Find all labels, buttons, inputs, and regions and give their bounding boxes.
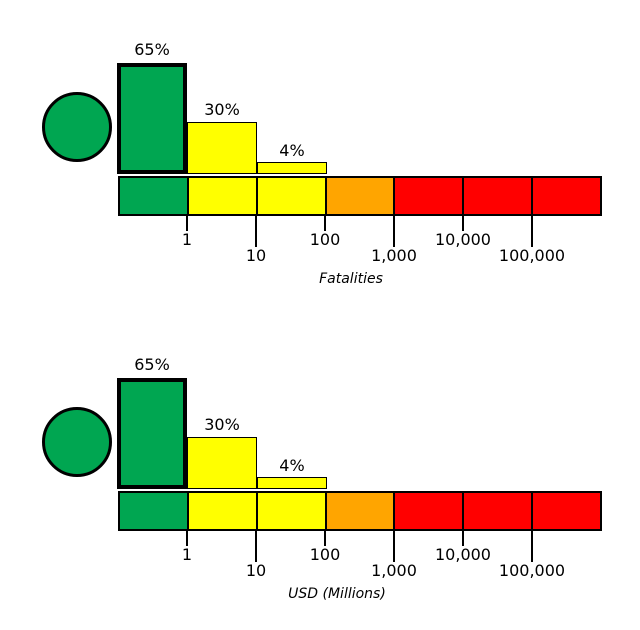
severity-color-scale: [118, 491, 603, 531]
probability-bar-30: [187, 437, 257, 489]
bar-value-label: 4%: [279, 456, 305, 475]
tick-label: 100: [309, 545, 341, 564]
scale-segment: [464, 176, 534, 216]
panel-usd-millions: 65% 30% 4% 1 10 100 1,000 10,000 100,000…: [0, 315, 640, 630]
scale-segment: [533, 491, 603, 531]
severity-color-scale: [118, 176, 603, 216]
tick-mark: [324, 216, 326, 231]
scale-segment: [188, 176, 258, 216]
bar-value-label: 4%: [279, 141, 305, 160]
tick-label: 1: [181, 230, 193, 249]
tick-label: 1: [181, 545, 193, 564]
bar-value-label: 65%: [134, 355, 170, 374]
tick-label: 100: [309, 230, 341, 249]
tick-label: 10,000: [435, 545, 491, 564]
axis-title: Fatalities: [319, 271, 383, 287]
probability-bar-65: [117, 63, 187, 174]
tick-mark: [462, 216, 464, 231]
tick-label: 100,000: [498, 561, 566, 580]
tick-mark: [393, 216, 395, 247]
probability-bar-4: [257, 477, 327, 489]
risk-indicator-circle: [42, 407, 112, 477]
probability-bar-65: [117, 378, 187, 489]
scale-segment: [188, 491, 258, 531]
probability-bar-4: [257, 162, 327, 174]
scale-segment: [533, 176, 603, 216]
bar-value-label: 65%: [134, 40, 170, 59]
tick-mark: [255, 216, 257, 247]
scale-segment: [395, 491, 465, 531]
tick-mark: [324, 531, 326, 546]
bar-value-label: 30%: [204, 100, 240, 119]
panel-fatalities: 65% 30% 4% 1 10 100 1,000 10,000 100,000…: [42, 40, 603, 287]
scale-segment: [326, 491, 396, 531]
tick-label: 10,000: [435, 230, 491, 249]
scale-segment: [257, 176, 327, 216]
tick-label: 100,000: [498, 246, 566, 265]
tick-mark: [393, 531, 395, 562]
tick-mark: [186, 216, 188, 231]
tick-label: 1,000: [371, 246, 417, 265]
scale-segment: [395, 176, 465, 216]
scale-segment: [257, 491, 327, 531]
tick-mark: [255, 531, 257, 562]
tick-label: 10: [245, 246, 267, 265]
probability-bar-30: [187, 122, 257, 174]
scale-segment: [118, 176, 189, 216]
tick-label: 10: [245, 561, 267, 580]
scale-segment: [464, 491, 534, 531]
risk-indicator-circle: [42, 92, 112, 162]
scale-segment: [118, 491, 189, 531]
bar-value-label: 30%: [204, 415, 240, 434]
tick-mark: [186, 531, 188, 546]
scale-segment: [326, 176, 396, 216]
tick-label: 1,000: [371, 561, 417, 580]
axis-title: USD (Millions): [288, 586, 386, 602]
tick-mark: [531, 216, 533, 247]
tick-mark: [531, 531, 533, 562]
tick-mark: [462, 531, 464, 546]
